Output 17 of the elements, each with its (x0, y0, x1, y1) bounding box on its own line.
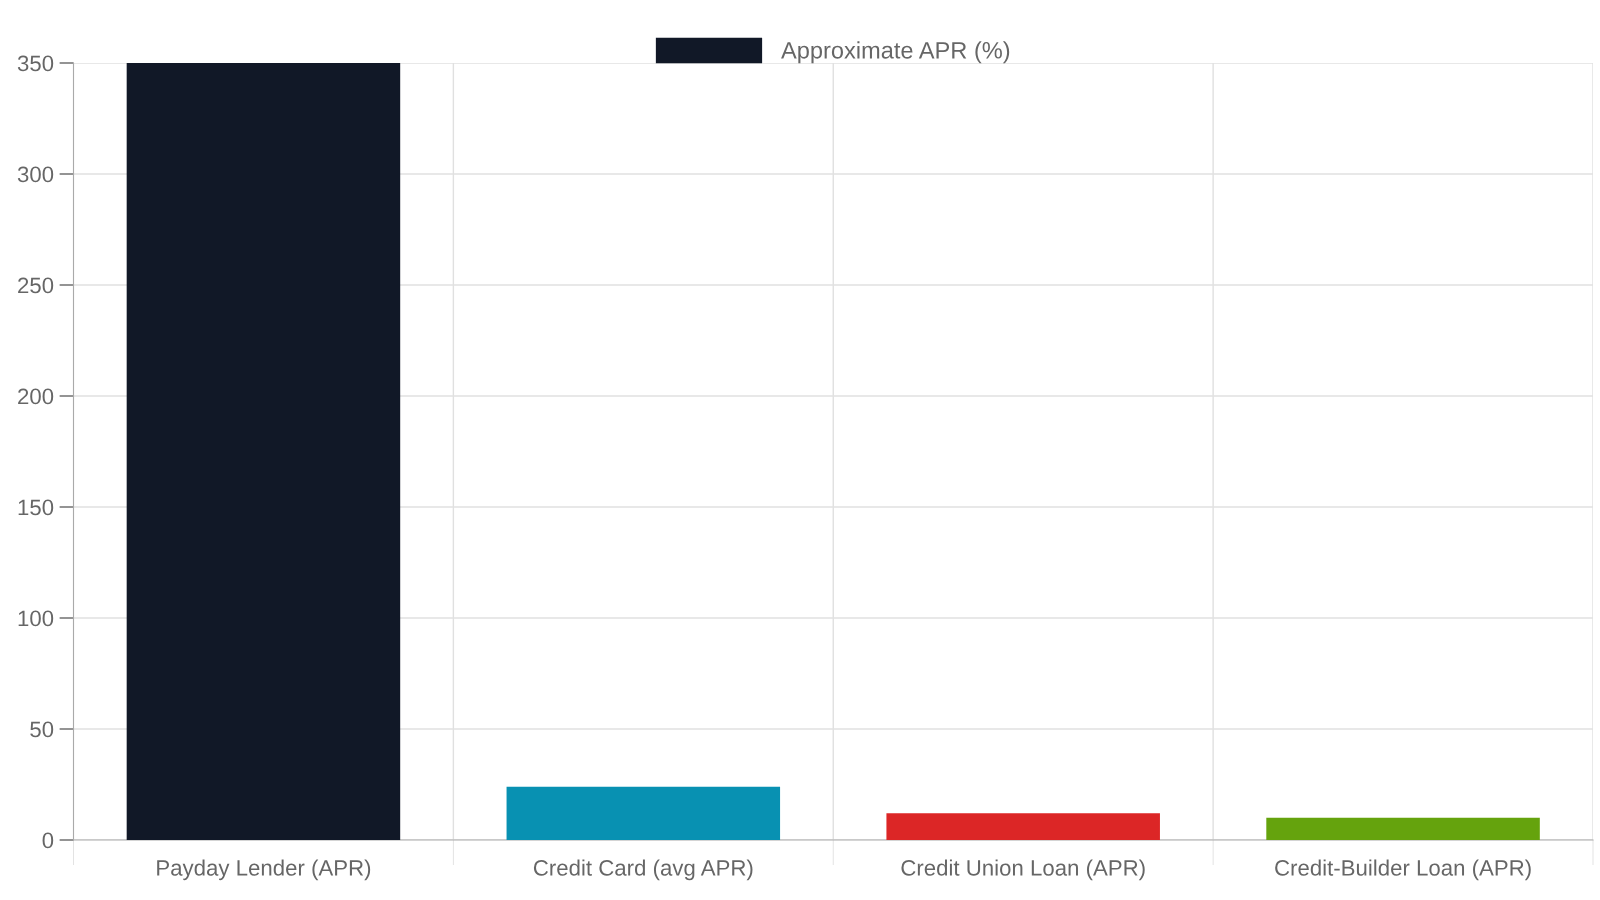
x-tick-label: Credit Card (avg APR) (533, 859, 753, 881)
y-tick-label: 150 (18, 499, 54, 516)
bar (1266, 817, 1540, 840)
x-tick-label: Credit-Builder Loan (APR) (1275, 859, 1531, 881)
y-tick-label: 0 (42, 832, 54, 849)
bar (886, 813, 1160, 840)
y-tick-label: 250 (18, 277, 54, 294)
legend-label: Approximate APR (%) (781, 41, 1010, 64)
y-tick-label: 50 (30, 721, 54, 738)
bar (126, 63, 401, 840)
bar (506, 786, 781, 840)
x-tick-label: Credit Union Loan (APR) (901, 859, 1145, 881)
y-tick-label: 350 (17, 55, 54, 72)
y-tick-label: 300 (17, 166, 54, 183)
y-tick-label: 200 (18, 388, 54, 405)
y-tick-label: 100 (18, 610, 54, 627)
x-tick-label: Payday Lender (APR) (157, 859, 371, 881)
